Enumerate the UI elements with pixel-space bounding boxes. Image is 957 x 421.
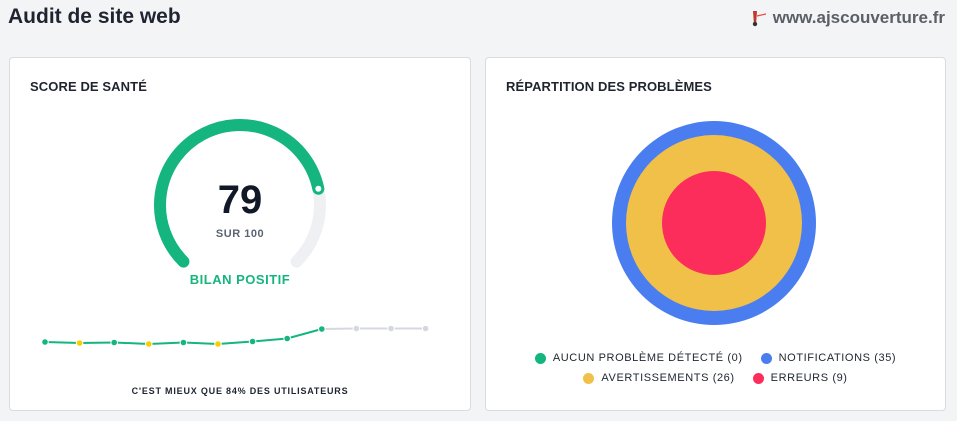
legend-item-warnings[interactable]: AVERTISSEMENTS (26) — [583, 372, 734, 384]
issues-card: RÉPARTITION DES PROBLÈMES AUCUN PROBLÈME… — [485, 57, 946, 411]
legend-dot — [583, 372, 595, 384]
health-score-max: SUR 100 — [215, 228, 265, 240]
trend-point[interactable] — [352, 324, 361, 333]
issues-legend: AUCUN PROBLÈME DÉTECTÉ (0) NOTIFICATIONS… — [486, 348, 945, 388]
health-score-title: SCORE DE SANTÉ — [30, 79, 147, 94]
gauge-fill — [154, 119, 325, 268]
trend-point[interactable] — [387, 324, 395, 333]
trend-point[interactable] — [318, 325, 326, 333]
legend-label: AUCUN PROBLÈME DÉTECTÉ (0) — [552, 352, 743, 364]
legend-dot — [534, 352, 546, 364]
health-gauge — [154, 119, 326, 268]
legend-label: NOTIFICATIONS (35) — [778, 352, 897, 364]
trend-point[interactable] — [145, 340, 153, 348]
health-status: BILAN POSITIF — [189, 272, 291, 287]
legend-dot — [760, 352, 772, 364]
legend-label: ERREURS (9) — [770, 372, 848, 384]
legend-item-errors[interactable]: ERREURS (9) — [752, 372, 848, 384]
legend-dot — [752, 372, 764, 384]
trend-point[interactable] — [248, 337, 257, 346]
trend-chart — [41, 324, 430, 348]
issues-chart — [612, 121, 816, 325]
site-selector[interactable]: www.ajscouverture.fr — [747, 8, 945, 28]
site-url: www.ajscouverture.fr — [772, 8, 945, 27]
comparison-text: C'EST MIEUX QUE 84% DES UTILISATEURS — [131, 386, 349, 396]
page-title: Audit de site web — [8, 5, 181, 28]
gauge-end-dot — [315, 185, 322, 192]
trend-point[interactable] — [214, 340, 222, 348]
trend-point[interactable] — [179, 338, 188, 347]
health-score-card: SCORE DE SANTÉ 79 SUR 100 BILAN POSITIF … — [9, 57, 471, 411]
trend-point[interactable] — [41, 338, 49, 346]
trend-point[interactable] — [75, 339, 84, 347]
issues-title: RÉPARTITION DES PROBLÈMES — [506, 79, 712, 94]
trend-point[interactable] — [421, 324, 430, 333]
legend-label: AVERTISSEMENTS (26) — [601, 372, 735, 384]
top-bar: Audit de site web www.ajscouverture.fr — [0, 0, 957, 40]
legend-item-no-issue[interactable]: AUCUN PROBLÈME DÉTECTÉ (0) — [534, 352, 743, 364]
legend-item-notifications[interactable]: NOTIFICATIONS (35) — [760, 352, 897, 364]
ring-errors — [662, 171, 766, 275]
trend-point[interactable] — [110, 338, 118, 347]
trend-line-future — [321, 327, 426, 330]
health-score-value: 79 — [217, 178, 263, 222]
trend-point[interactable] — [283, 334, 291, 343]
favicon-icon — [752, 11, 766, 27]
